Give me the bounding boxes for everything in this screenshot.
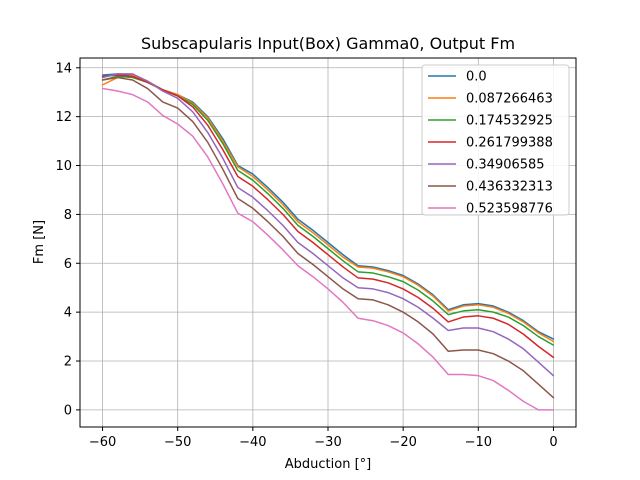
y-tick-label: 14 [55,61,72,76]
x-tick-label: −40 [239,435,266,450]
series-line-4 [101,73,555,377]
series-line-5 [101,76,555,399]
legend-label-2: 0.174532925 [466,114,553,129]
series-line-1 [101,74,555,343]
series-line-3 [101,74,555,359]
legend-label-4: 0.34906585 [466,158,545,173]
legend-box [421,64,570,216]
y-axis: 0 2 4 6 8 10 12 14 [55,61,80,418]
legend: 0.0 0.087266463 0.174532925 0.261799388 0.34… [421,64,570,217]
y-tick-label: 12 [55,110,72,125]
y-tick-label: 6 [64,257,72,272]
x-tick-label: −30 [314,435,341,450]
y-tick-label: 4 [64,306,72,321]
legend-label-6: 0.523598776 [466,202,553,217]
legend-label-0: 0.0 [466,70,487,85]
y-axis-label: Fm [N] [32,220,47,264]
legend-label-1: 0.087266463 [466,92,553,107]
y-tick-label: 2 [64,355,72,370]
x-axis-label: Abduction [°] [285,457,371,472]
legend-label-3: 0.261799388 [466,136,553,151]
y-tick-label: 8 [64,208,72,223]
x-tick-label: −20 [389,435,416,450]
legend-label-5: 0.436332313 [466,180,553,195]
x-tick-label: 0 [549,435,557,450]
x-tick-label: −60 [89,435,116,450]
x-tick-label: −50 [164,435,191,450]
y-tick-label: 0 [64,403,72,418]
series-line-6 [101,87,555,411]
series-layer [101,73,555,411]
x-axis: −60 −50 −40 −30 −20 −10 0 [89,427,558,450]
x-tick-label: −10 [465,435,492,450]
y-tick-label: 10 [55,159,72,174]
chart-title: Subscapularis Input(Box) Gamma0, Output … [141,34,515,53]
